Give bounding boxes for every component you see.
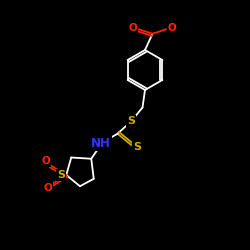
Text: S: S [127,116,135,126]
Text: O: O [42,156,50,166]
Text: S: S [133,142,141,152]
Text: O: O [167,23,176,33]
Text: NH: NH [91,137,111,150]
Text: O: O [43,183,52,193]
Text: S: S [57,170,65,180]
Text: O: O [129,23,138,33]
